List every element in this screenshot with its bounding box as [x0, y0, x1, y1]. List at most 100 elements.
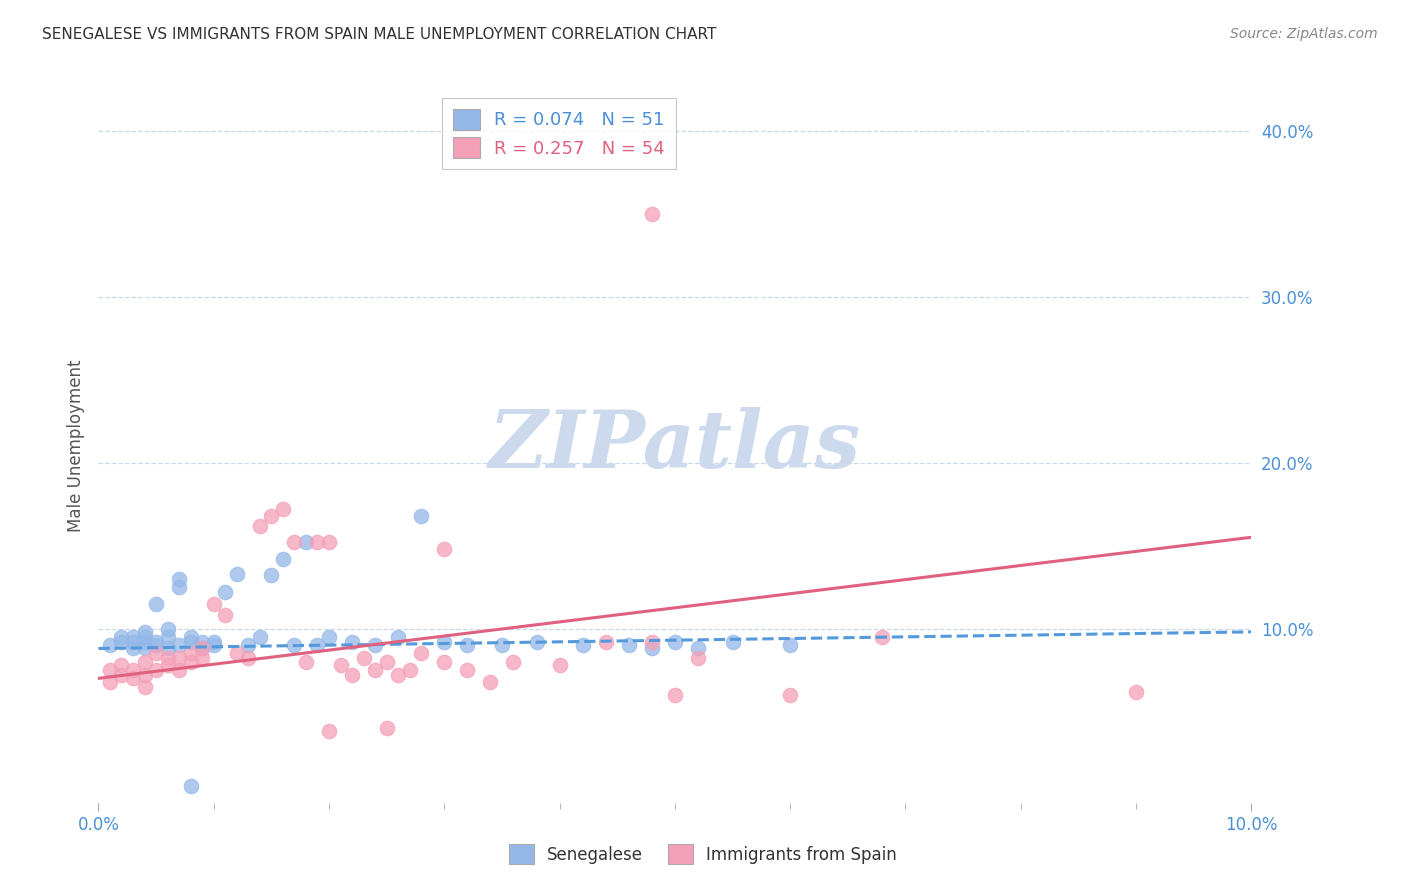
Point [167, 638, 190, 652]
Point [191, 641, 214, 656]
Point [180, 655, 202, 669]
Point [271, 552, 294, 566]
Point [214, 585, 236, 599]
Point [191, 651, 214, 665]
Point [98, 663, 121, 677]
Point [180, 635, 202, 649]
Point [225, 566, 247, 581]
Point [214, 608, 236, 623]
Point [502, 655, 524, 669]
Point [202, 638, 225, 652]
Point [1125, 684, 1147, 698]
Point [398, 663, 420, 677]
Point [433, 655, 456, 669]
Point [122, 663, 145, 677]
Point [145, 635, 167, 649]
Point [686, 641, 709, 656]
Point [641, 635, 664, 649]
Point [167, 651, 190, 665]
Point [641, 641, 664, 656]
Point [721, 635, 744, 649]
Point [411, 647, 433, 661]
Point [156, 641, 179, 656]
Point [295, 535, 318, 549]
Text: SENEGALESE VS IMMIGRANTS FROM SPAIN MALE UNEMPLOYMENT CORRELATION CHART: SENEGALESE VS IMMIGRANTS FROM SPAIN MALE… [42, 27, 717, 42]
Point [156, 658, 179, 673]
Point [571, 638, 593, 652]
Point [641, 207, 664, 221]
Point [271, 502, 294, 516]
Point [318, 535, 340, 549]
Point [595, 635, 617, 649]
Point [156, 622, 179, 636]
Point [260, 508, 283, 523]
Point [134, 655, 156, 669]
Point [110, 668, 132, 682]
Point [526, 635, 548, 649]
Point [180, 647, 202, 661]
Text: ZIPatlas: ZIPatlas [489, 408, 860, 484]
Point [134, 635, 156, 649]
Point [191, 641, 214, 656]
Point [479, 674, 502, 689]
Legend: R = 0.074   N = 51, R = 0.257   N = 54: R = 0.074 N = 51, R = 0.257 N = 54 [441, 98, 676, 169]
Point [340, 668, 363, 682]
Point [238, 651, 260, 665]
Point [456, 638, 478, 652]
Point [134, 680, 156, 694]
Point [156, 630, 179, 644]
Point [110, 658, 132, 673]
Point [180, 779, 202, 793]
Point [122, 641, 145, 656]
Point [283, 638, 305, 652]
Point [98, 674, 121, 689]
Point [375, 721, 398, 735]
Point [548, 658, 571, 673]
Point [686, 651, 709, 665]
Point [145, 597, 167, 611]
Point [167, 663, 190, 677]
Point [122, 630, 145, 644]
Y-axis label: Male Unemployment: Male Unemployment [66, 359, 84, 533]
Point [145, 647, 167, 661]
Point [318, 724, 340, 739]
Point [387, 630, 409, 644]
Point [249, 630, 271, 644]
Point [329, 658, 352, 673]
Point [134, 630, 156, 644]
Point [249, 518, 271, 533]
Point [779, 638, 801, 652]
Point [283, 535, 305, 549]
Point [340, 635, 363, 649]
Point [295, 655, 318, 669]
Point [411, 508, 433, 523]
Point [318, 630, 340, 644]
Point [134, 668, 156, 682]
Point [307, 535, 329, 549]
Point [872, 630, 894, 644]
Point [98, 638, 121, 652]
Point [110, 635, 132, 649]
Point [664, 688, 686, 702]
Point [134, 624, 156, 639]
Point [110, 630, 132, 644]
Point [238, 638, 260, 652]
Point [167, 580, 190, 594]
Point [353, 651, 375, 665]
Point [779, 688, 801, 702]
Point [617, 638, 640, 652]
Point [202, 635, 225, 649]
Point [456, 663, 478, 677]
Point [433, 541, 456, 556]
Text: Source: ZipAtlas.com: Source: ZipAtlas.com [1230, 27, 1378, 41]
Point [364, 638, 387, 652]
Point [664, 635, 686, 649]
Legend: Senegalese, Immigrants from Spain: Senegalese, Immigrants from Spain [502, 838, 904, 871]
Point [167, 572, 190, 586]
Point [191, 635, 214, 649]
Point [145, 638, 167, 652]
Point [491, 638, 513, 652]
Point [225, 647, 247, 661]
Point [122, 635, 145, 649]
Point [122, 671, 145, 685]
